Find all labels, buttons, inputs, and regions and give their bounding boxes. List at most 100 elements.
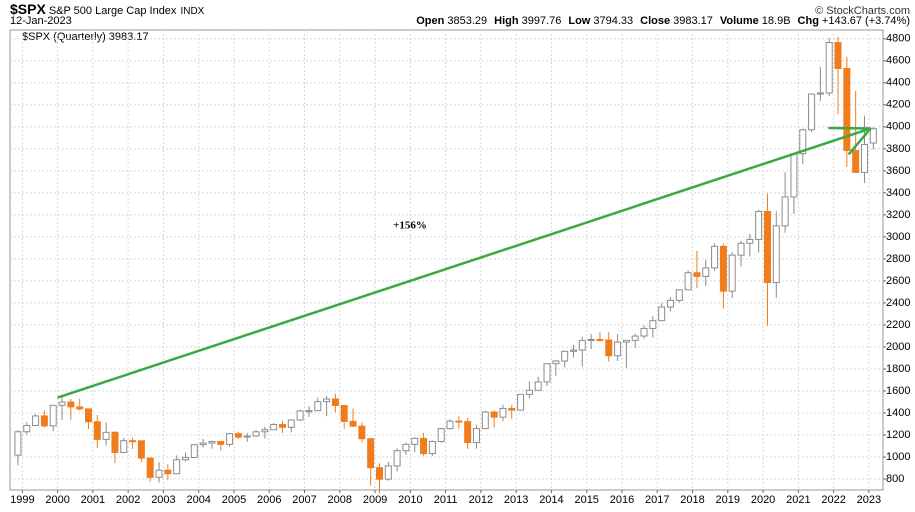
candle-body (525, 389, 533, 395)
candle-body (561, 350, 569, 362)
x-tick-label: 2021 (786, 494, 810, 506)
candle-body (375, 467, 383, 480)
candle-body (684, 272, 692, 291)
y-tick-label: 4800 (886, 33, 910, 45)
y-tick-label: 1800 (886, 363, 910, 375)
candle-body (111, 431, 119, 453)
x-tick-label: 2015 (574, 494, 598, 506)
candle-body (728, 254, 736, 292)
candle-body (472, 428, 480, 444)
candle-body (852, 150, 860, 173)
candle-body (649, 320, 657, 329)
x-tick-label: 2000 (45, 494, 69, 506)
candle-body (508, 407, 516, 411)
candle-body (323, 398, 331, 403)
y-tick-label: 3200 (886, 209, 910, 221)
candle-body (84, 408, 92, 423)
arrow-head (847, 127, 872, 156)
date: 12-Jan-2023 (10, 15, 72, 27)
candle-body (719, 245, 727, 292)
candle-body (234, 433, 242, 438)
quote-item: Low 3794.33 (568, 15, 633, 27)
candle-body (358, 425, 366, 440)
candle-body (614, 341, 622, 357)
y-tick-label: 1200 (886, 429, 910, 441)
candle-body (666, 299, 674, 308)
candle-body (367, 438, 375, 469)
candle-body (763, 210, 771, 284)
candle-body (781, 196, 789, 227)
quote-value: 3997.76 (521, 15, 562, 27)
x-tick-label: 2005 (222, 494, 246, 506)
quote-label: High (494, 15, 519, 27)
x-tick-label: 2020 (751, 494, 775, 506)
candle-body (93, 421, 101, 440)
y-tick-label: 1400 (886, 407, 910, 419)
quote-value: 3794.33 (593, 15, 634, 27)
candle-body (455, 420, 463, 423)
candle-body (790, 153, 798, 198)
quote-label: Low (568, 15, 591, 27)
candle-body (711, 245, 719, 269)
candle-body (331, 398, 339, 406)
candle-body (534, 381, 542, 391)
candle-body (32, 415, 40, 427)
candle-body (843, 68, 851, 152)
candle-body (155, 469, 163, 478)
candle-body (605, 339, 613, 357)
x-tick-label: 2014 (539, 494, 563, 506)
candle-body (799, 129, 807, 155)
trend-arrow (57, 127, 872, 399)
x-tick-label: 2002 (116, 494, 140, 506)
quote: Open 3853.29 High 3997.76 Low 3794.33 Close 398… (409, 15, 910, 27)
candle-body (23, 425, 31, 433)
candle-body (40, 415, 48, 427)
quote-row: 12-Jan-2023 Open 3853.29 High 3997.76 Low 379… (10, 15, 910, 29)
quote-label: Chg (797, 15, 819, 27)
candle-body (146, 457, 154, 478)
quote-item: Volume 18.9B (720, 15, 791, 27)
legend: $SPX (Quarterly) 3983.17 (22, 31, 149, 43)
candle-body (816, 92, 824, 95)
candle-body (120, 440, 128, 453)
candle-body (199, 442, 207, 446)
symbol: $SPX (10, 1, 46, 17)
candle-body (314, 401, 322, 412)
candle-body (860, 143, 868, 173)
candle-body (137, 440, 145, 459)
y-tick-label: 2400 (886, 297, 910, 309)
candle-body (490, 411, 498, 418)
candle-body (349, 420, 357, 427)
candle-body (164, 469, 172, 475)
candle-body (658, 306, 666, 322)
candle-body (552, 360, 560, 365)
candle-body (287, 419, 295, 428)
candle-body (278, 424, 286, 428)
candle-body (675, 289, 683, 301)
y-tick-label: 3800 (886, 143, 910, 155)
candle-body (129, 440, 137, 443)
credit: © StockCharts.com (815, 5, 910, 17)
candle-body (578, 339, 586, 351)
candle-body (825, 42, 833, 94)
header: $SPX S&P 500 Large Cap Index INDX © Stoc… (10, 1, 910, 29)
y-tick-label: 1600 (886, 385, 910, 397)
candle-body (517, 393, 525, 411)
candle-body (693, 272, 701, 277)
candle-body (464, 421, 472, 444)
x-tick-label: 2006 (257, 494, 281, 506)
y-tick-label: 4600 (886, 55, 910, 67)
candle-body (76, 406, 84, 410)
candle-body (384, 465, 392, 480)
candle-body (569, 349, 577, 352)
candle-body (58, 401, 66, 406)
candle-body (499, 407, 507, 418)
x-tick-label: 2016 (610, 494, 634, 506)
candle-body (67, 401, 75, 408)
candle-body (14, 431, 22, 456)
quote-item: Close 3983.17 (640, 15, 713, 27)
x-tick-label: 2017 (645, 494, 669, 506)
candle-body (746, 238, 754, 244)
